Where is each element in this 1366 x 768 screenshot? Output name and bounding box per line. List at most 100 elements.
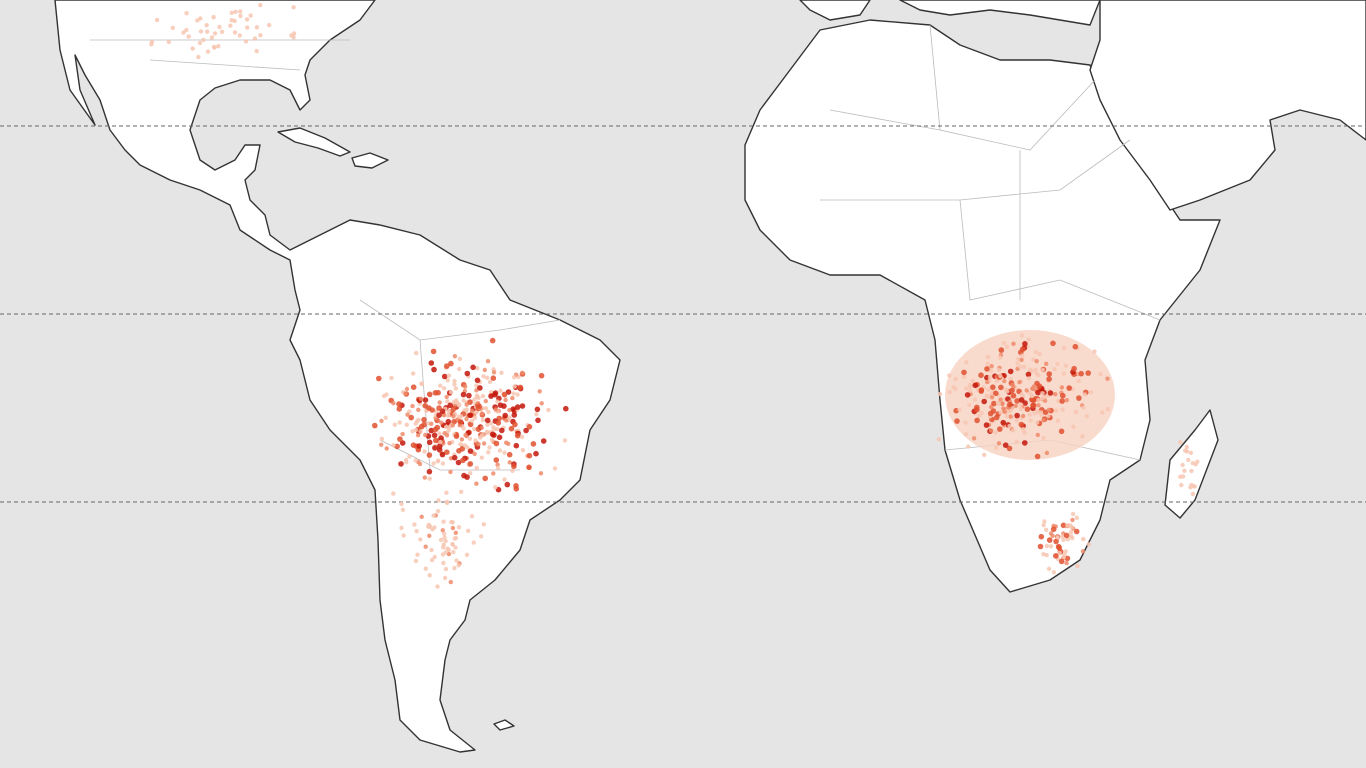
fire-dot	[1089, 390, 1094, 395]
fire-dot	[510, 468, 515, 473]
fire-dot	[481, 522, 486, 527]
fire-dot	[391, 401, 396, 406]
fire-dot	[415, 552, 420, 557]
fire-dot	[552, 466, 558, 471]
fire-dot	[258, 2, 263, 8]
fire-dot	[1044, 527, 1049, 532]
fire-dot	[982, 452, 987, 457]
fire-dot	[474, 394, 480, 400]
fire-dot	[1024, 406, 1031, 413]
fire-dot	[474, 465, 479, 471]
fire-dot	[184, 11, 189, 16]
fire-dot	[432, 445, 438, 451]
fire-dot	[413, 421, 418, 426]
fire-dot	[432, 554, 437, 560]
fire-dot	[511, 463, 517, 470]
fire-dot	[442, 431, 447, 436]
fire-dot	[996, 367, 1002, 373]
fire-dot	[477, 385, 483, 391]
fire-dot	[1063, 363, 1069, 368]
fire-dot	[507, 460, 512, 465]
fire-dot	[437, 400, 442, 405]
fire-dot	[1039, 413, 1044, 418]
fire-dot	[216, 44, 221, 49]
fire-dot	[418, 396, 424, 401]
fire-dot	[467, 399, 473, 405]
fire-dot	[456, 403, 462, 408]
fire-dot	[983, 422, 990, 428]
fire-dot	[978, 387, 985, 393]
fire-dot	[480, 393, 486, 399]
fire-dot	[1024, 388, 1029, 393]
fire-dot	[464, 552, 470, 557]
fire-dot	[486, 409, 491, 415]
fire-dot	[1017, 380, 1022, 385]
fire-dot	[452, 378, 457, 384]
fire-dot	[441, 560, 446, 566]
fire-dot	[489, 437, 495, 442]
fire-dot	[505, 389, 512, 395]
fire-dot	[1068, 530, 1074, 535]
fire-dot	[1030, 393, 1035, 399]
fire-dot	[1053, 538, 1059, 545]
fire-dot	[457, 366, 462, 372]
fire-dot	[961, 374, 967, 379]
fire-dot	[484, 429, 490, 435]
fire-dot	[418, 429, 423, 434]
fire-dot	[517, 384, 524, 391]
fire-dot	[1180, 474, 1186, 479]
fire-dot	[1031, 384, 1037, 389]
fire-dot	[444, 490, 449, 495]
fire-dot	[466, 392, 472, 399]
fire-dot	[379, 442, 384, 447]
fire-dot	[436, 412, 442, 419]
fire-dot	[1065, 537, 1071, 542]
fire-dot	[989, 395, 995, 400]
fire-dot	[449, 519, 454, 525]
fire-dot	[1044, 543, 1050, 549]
fire-dot	[243, 39, 249, 44]
fire-dot	[403, 391, 408, 396]
fire-dot	[473, 438, 478, 443]
fire-dot	[459, 446, 466, 452]
fire-dot	[963, 432, 969, 437]
fire-dot	[1037, 352, 1042, 357]
fire-dot	[461, 472, 467, 479]
fire-dot	[495, 465, 501, 471]
fire-dot	[1040, 367, 1046, 373]
fire-dot	[232, 18, 237, 24]
fire-dot	[456, 525, 462, 530]
falklands	[493, 719, 515, 731]
fire-dot	[1080, 434, 1085, 439]
fire-dot	[1021, 427, 1026, 432]
fire-dot	[428, 360, 435, 366]
fire-dot	[467, 436, 473, 441]
fire-dot	[1028, 367, 1033, 372]
fire-dot	[1189, 468, 1194, 474]
fire-dot	[538, 471, 544, 476]
fire-dot	[404, 422, 409, 427]
fire-dot	[413, 558, 419, 564]
fire-dot	[445, 413, 451, 418]
fire-dot	[967, 382, 973, 388]
fire-dot	[383, 415, 388, 420]
fire-dot	[475, 426, 482, 433]
fire-dot	[1070, 535, 1075, 541]
fire-dot	[485, 375, 490, 380]
fire-dot	[422, 397, 429, 403]
fire-dot	[1182, 468, 1187, 473]
fire-dot	[1059, 398, 1065, 404]
fire-dot	[967, 402, 972, 408]
fire-dot	[483, 406, 489, 411]
fire-dot	[1008, 414, 1013, 419]
fire-dot	[1036, 397, 1041, 403]
fire-dot	[503, 397, 508, 403]
fire-dot	[1004, 344, 1010, 350]
fire-dot	[444, 499, 450, 504]
fire-dot	[1026, 376, 1032, 381]
fire-dot	[540, 438, 547, 444]
fire-dot	[464, 402, 469, 407]
fire-dot	[463, 384, 468, 389]
fire-dot	[450, 405, 457, 412]
fire-dot	[1004, 413, 1010, 419]
